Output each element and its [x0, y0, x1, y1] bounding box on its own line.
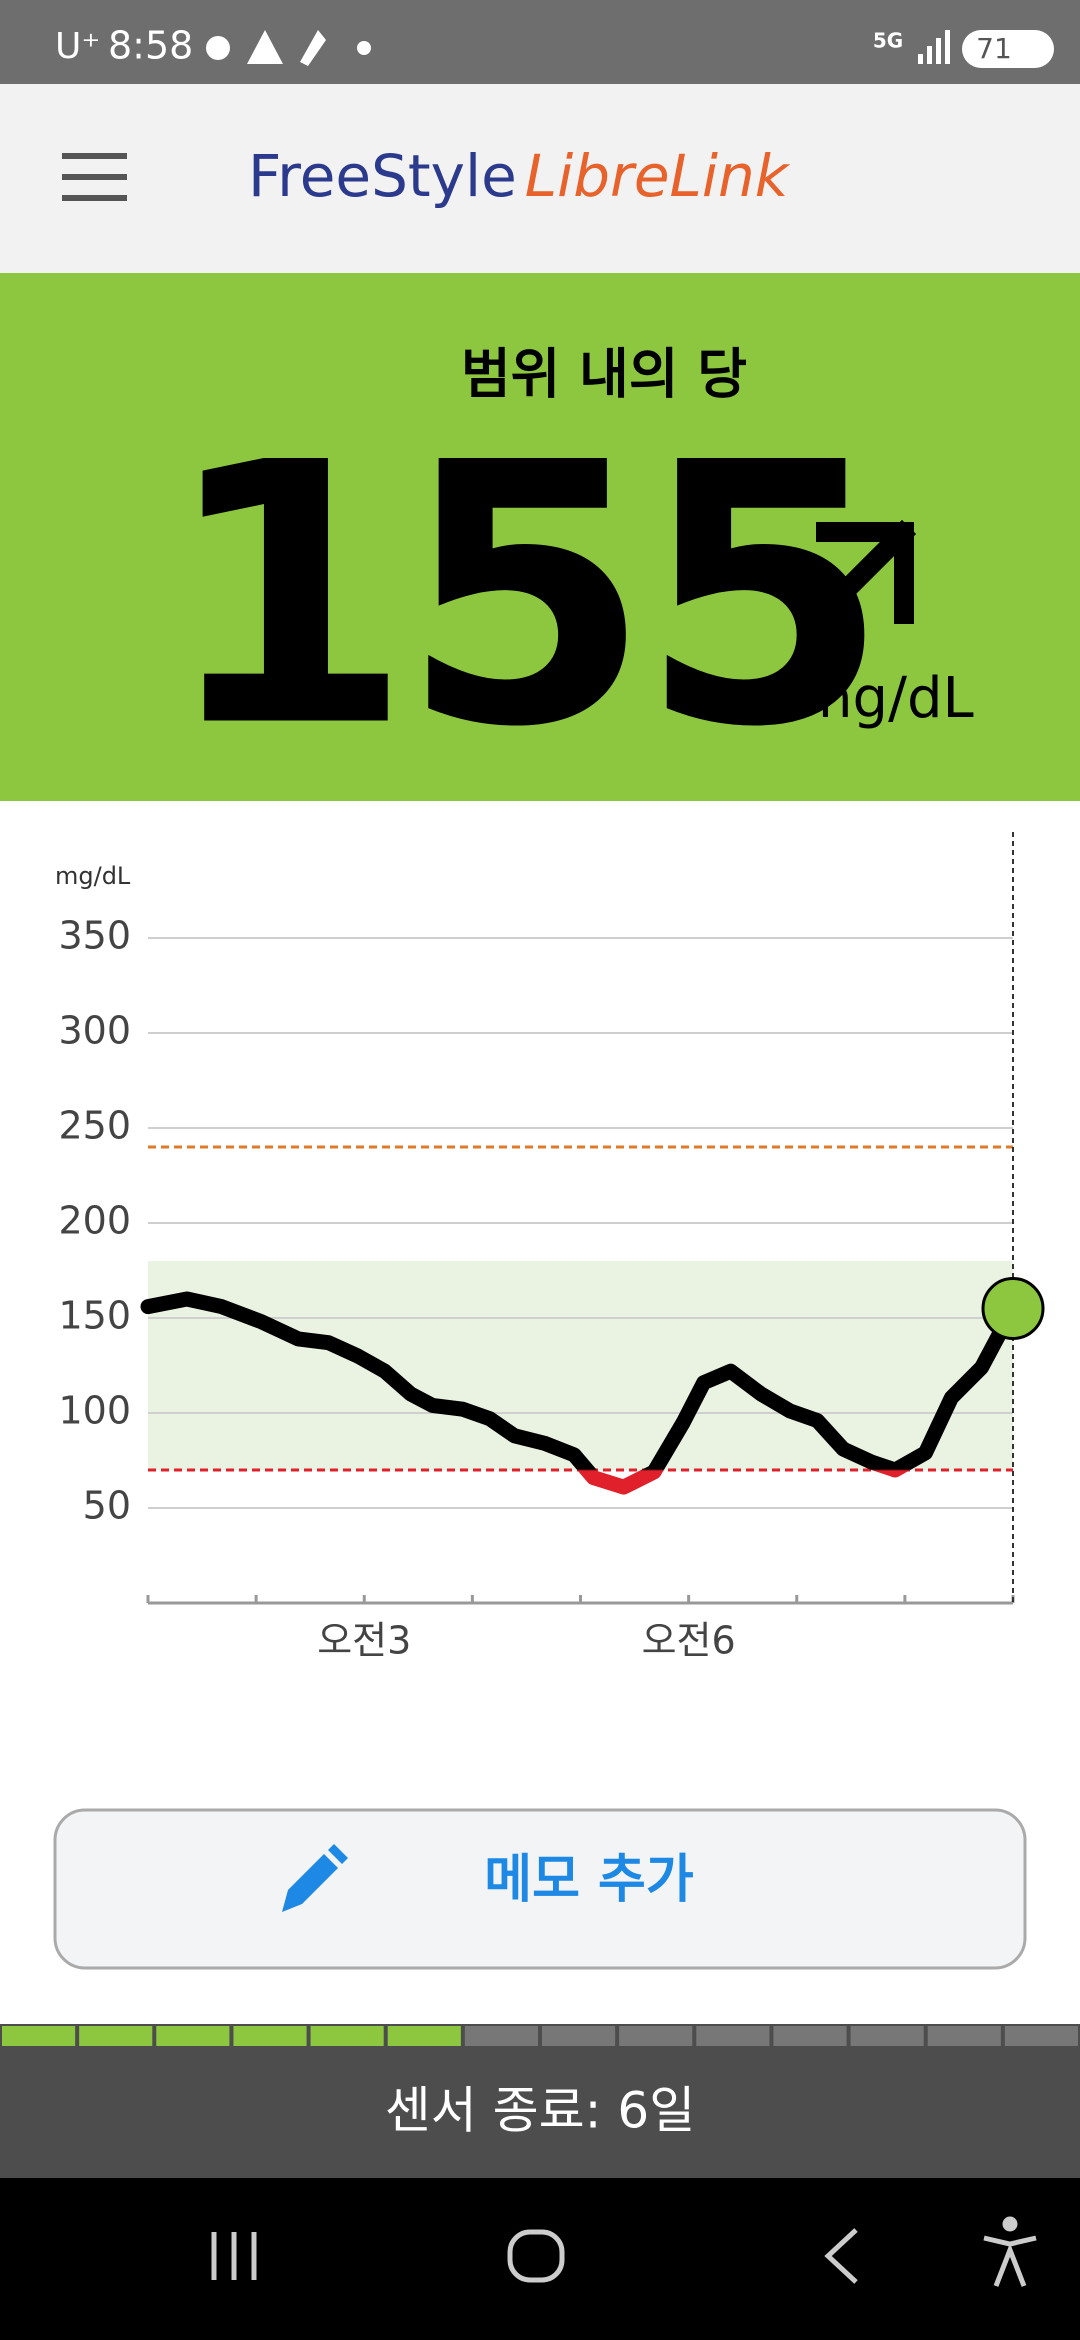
- progress-segment: [619, 2026, 693, 2046]
- current-reading-dot: [981, 1277, 1045, 1340]
- accessibility-button[interactable]: [983, 2216, 1037, 2287]
- home-button[interactable]: [507, 2229, 565, 2283]
- y-tick-label: 250: [58, 1104, 131, 1148]
- nav-bar: [0, 2178, 1080, 2340]
- logo-freestyle: FreeStyle: [248, 142, 517, 210]
- progress-segment: [696, 2026, 770, 2046]
- y-axis-label: mg/dL: [55, 862, 131, 890]
- memo-label: 메모 추가: [484, 1850, 694, 1910]
- back-button[interactable]: [824, 2228, 858, 2284]
- battery: [962, 30, 1054, 68]
- progress-segment: [1004, 2026, 1078, 2046]
- x-tick-label: 오전6: [642, 1619, 736, 1663]
- notification-icons: [206, 30, 371, 66]
- battery-level: 71: [976, 32, 1012, 65]
- y-tick-label: 150: [58, 1294, 131, 1338]
- progress-segment: [156, 2026, 230, 2046]
- reading-value: 155: [162, 386, 877, 805]
- progress-segment: [927, 2026, 1001, 2046]
- signal-icon: [918, 30, 950, 64]
- reading-label: 범위 내의 당: [461, 343, 747, 406]
- app-header: [0, 84, 1080, 273]
- nav-icons: [211, 2216, 1037, 2287]
- sensor-progress: [2, 2026, 1078, 2046]
- network-type: 5G: [873, 29, 903, 53]
- y-tick-label: 50: [83, 1484, 131, 1528]
- progress-segment: [387, 2026, 461, 2046]
- sensor-bar: [0, 2024, 1080, 2178]
- progress-segment: [850, 2026, 924, 2046]
- target-range: [148, 1261, 1013, 1470]
- logo-librelink: LibreLink: [525, 142, 791, 210]
- recents-button[interactable]: [211, 2232, 257, 2280]
- glucose-line: [140, 1291, 1021, 1495]
- y-tick-label: 350: [58, 914, 131, 958]
- y-tick-label: 100: [58, 1389, 131, 1433]
- y-tick-label: 200: [58, 1199, 131, 1243]
- progress-segment: [464, 2026, 538, 2046]
- progress-segment: [79, 2026, 153, 2046]
- menu-button[interactable]: [62, 153, 127, 201]
- reading-unit: mg/dL: [798, 666, 974, 731]
- progress-segment: [310, 2026, 384, 2046]
- progress-segment: [233, 2026, 307, 2046]
- status-bar: [0, 0, 1080, 84]
- x-tick-label: 오전3: [317, 1619, 411, 1663]
- logo: FreeStyle LibreLink: [248, 142, 791, 210]
- trend-arrow: [803, 519, 917, 633]
- y-tick-label: 300: [58, 1009, 131, 1053]
- chart: 50 100 150 200 250 300 350 오전3 오전6: [58, 832, 1045, 1663]
- carrier: U⁺: [55, 26, 100, 67]
- pencil-icon: [282, 1844, 348, 1912]
- progress-segment: [2, 2026, 76, 2046]
- sensor-label: 센서 종료: 6일: [385, 2082, 695, 2140]
- progress-segment: [773, 2026, 847, 2046]
- progress-segment: [542, 2026, 616, 2046]
- clock: 8:58: [108, 24, 193, 68]
- memo-button[interactable]: [53, 1808, 1027, 1970]
